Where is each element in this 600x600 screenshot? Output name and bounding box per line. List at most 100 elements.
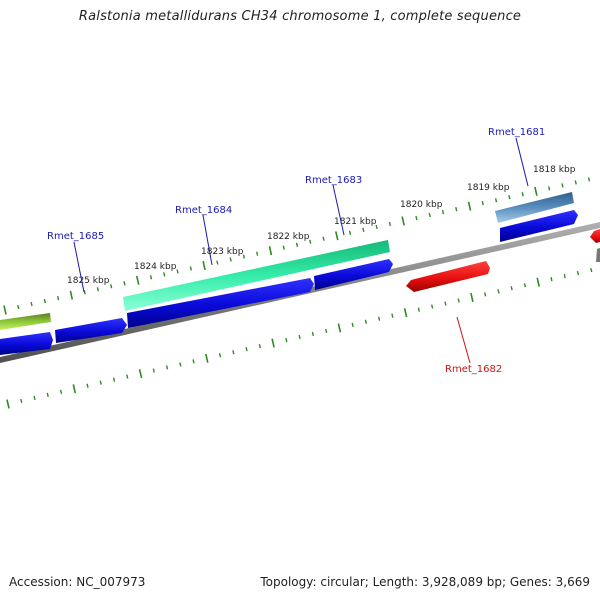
inner-tick-mark (33, 395, 36, 401)
outer-tick-mark (30, 301, 33, 307)
inner-tick-mark (510, 286, 513, 291)
blue-cds-3[interactable] (127, 278, 314, 328)
blue-cds-1[interactable] (0, 332, 53, 355)
outer-tick-mark (521, 192, 524, 197)
rmet-1682-feature[interactable] (406, 261, 490, 292)
rmet-1684-leader (202, 214, 213, 266)
rmet-1685-leader (73, 241, 85, 293)
inner-tick-mark (378, 316, 381, 321)
outer-tick-mark (574, 180, 577, 185)
outer-tick-mark (69, 290, 74, 300)
inner-tick-mark (72, 384, 77, 394)
tick-label: 1820 kbp (400, 200, 443, 210)
inner-tick-mark (271, 338, 275, 348)
outer-tick-mark (17, 304, 20, 310)
inner-tick-mark (6, 399, 10, 409)
outer-tick-mark (401, 216, 405, 226)
inner-tick-mark (86, 383, 89, 388)
outer-tick-mark (587, 177, 591, 182)
outer-tick-mark (481, 201, 484, 206)
gene-label-rmet-1684[interactable]: Rmet_1684 (175, 205, 232, 216)
inner-tick-mark (298, 334, 301, 340)
inner-tick-mark (20, 398, 23, 404)
tick-label: 1821 kbp (334, 217, 377, 227)
inner-tick-mark (550, 277, 553, 282)
tick-label: 1824 kbp (134, 262, 177, 272)
inner-tick-mark (218, 353, 222, 358)
blue-cds-4[interactable] (314, 259, 393, 290)
outer-tick-mark (256, 251, 259, 256)
rmet-1681-leader (515, 137, 529, 187)
rmet-1684-feature[interactable] (123, 240, 390, 311)
inner-tick-mark (497, 289, 500, 294)
inner-tick-mark (523, 283, 527, 288)
inner-tick-mark (46, 392, 49, 397)
inner-tick-mark (112, 377, 116, 382)
rmet-1681-feature[interactable] (495, 192, 574, 223)
outer-tick-mark (441, 209, 445, 215)
outer-tick-mark (216, 260, 219, 265)
gene-label-rmet-1683[interactable]: Rmet_1683 (305, 175, 362, 186)
inner-tick-row (6, 267, 593, 409)
inner-tick-mark (484, 292, 487, 297)
outer-tick-row (3, 177, 591, 315)
red-feature-edge[interactable] (590, 229, 600, 243)
outer-tick-mark (561, 183, 564, 188)
outer-tick-mark (548, 186, 551, 191)
olive-feature[interactable] (0, 313, 51, 330)
topology-summary: Topology: circular; Length: 3,928,089 bp… (260, 575, 590, 589)
outer-tick-mark (415, 215, 418, 221)
outer-tick-mark (467, 201, 472, 211)
inner-tick-mark (444, 301, 447, 306)
outer-tick-mark (282, 245, 285, 250)
inner-tick-mark (403, 308, 408, 318)
outer-tick-mark (362, 227, 365, 232)
inner-tick-mark (431, 304, 434, 309)
outer-tick-mark (3, 305, 7, 315)
outer-tick-mark (123, 281, 126, 286)
outer-tick-mark (335, 231, 339, 241)
accession-text: Accession: NC_007973 (9, 575, 146, 589)
rmet-1683-leader (332, 184, 345, 236)
outer-tick-mark (494, 198, 498, 203)
inner-tick-mark (165, 365, 169, 370)
tick-label: 1823 kbp (201, 247, 244, 257)
outer-tick-mark (508, 195, 511, 200)
outer-tick-mark (149, 275, 153, 280)
outer-tick-mark (176, 269, 179, 274)
inner-tick-mark (311, 331, 314, 337)
outer-tick-mark (135, 275, 140, 285)
inner-tick-mark (391, 313, 394, 318)
inner-tick-mark (576, 270, 580, 276)
inner-tick-mark (285, 337, 288, 343)
outer-tick-mark (388, 221, 391, 227)
outer-tick-mark (309, 239, 312, 244)
gene-label-rmet-1685[interactable]: Rmet_1685 (47, 231, 104, 242)
outer-tick-mark (57, 296, 60, 301)
inner-tick-mark (205, 353, 209, 363)
blue-cds-2[interactable] (55, 318, 127, 343)
outer-tick-mark (428, 212, 431, 218)
tick-label: 1825 kbp (67, 276, 110, 286)
inner-tick-mark (245, 347, 248, 352)
tick-label: 1822 kbp (267, 232, 310, 242)
blue-cds-5[interactable] (500, 210, 578, 242)
outer-tick-mark (242, 254, 245, 259)
gene-label-rmet-1681[interactable]: Rmet_1681 (488, 127, 545, 138)
page-title: Ralstonia metallidurans CH34 chromosome … (78, 9, 522, 24)
inner-tick-mark (563, 274, 566, 279)
outer-tick-mark (322, 236, 325, 241)
grey-feature-edge[interactable] (596, 248, 600, 262)
outer-tick-mark (83, 290, 86, 295)
inner-tick-mark (470, 292, 474, 302)
inner-tick-mark (192, 359, 195, 364)
inner-tick-mark (179, 362, 182, 367)
tick-label: 1818 kbp (533, 165, 576, 175)
gene-label-rmet-1682[interactable]: Rmet_1682 (445, 364, 502, 375)
inner-tick-mark (258, 344, 261, 349)
inner-tick-mark (457, 298, 460, 303)
outer-tick-mark (189, 266, 192, 271)
outer-tick-mark (295, 242, 299, 247)
inner-tick-mark (152, 368, 155, 373)
